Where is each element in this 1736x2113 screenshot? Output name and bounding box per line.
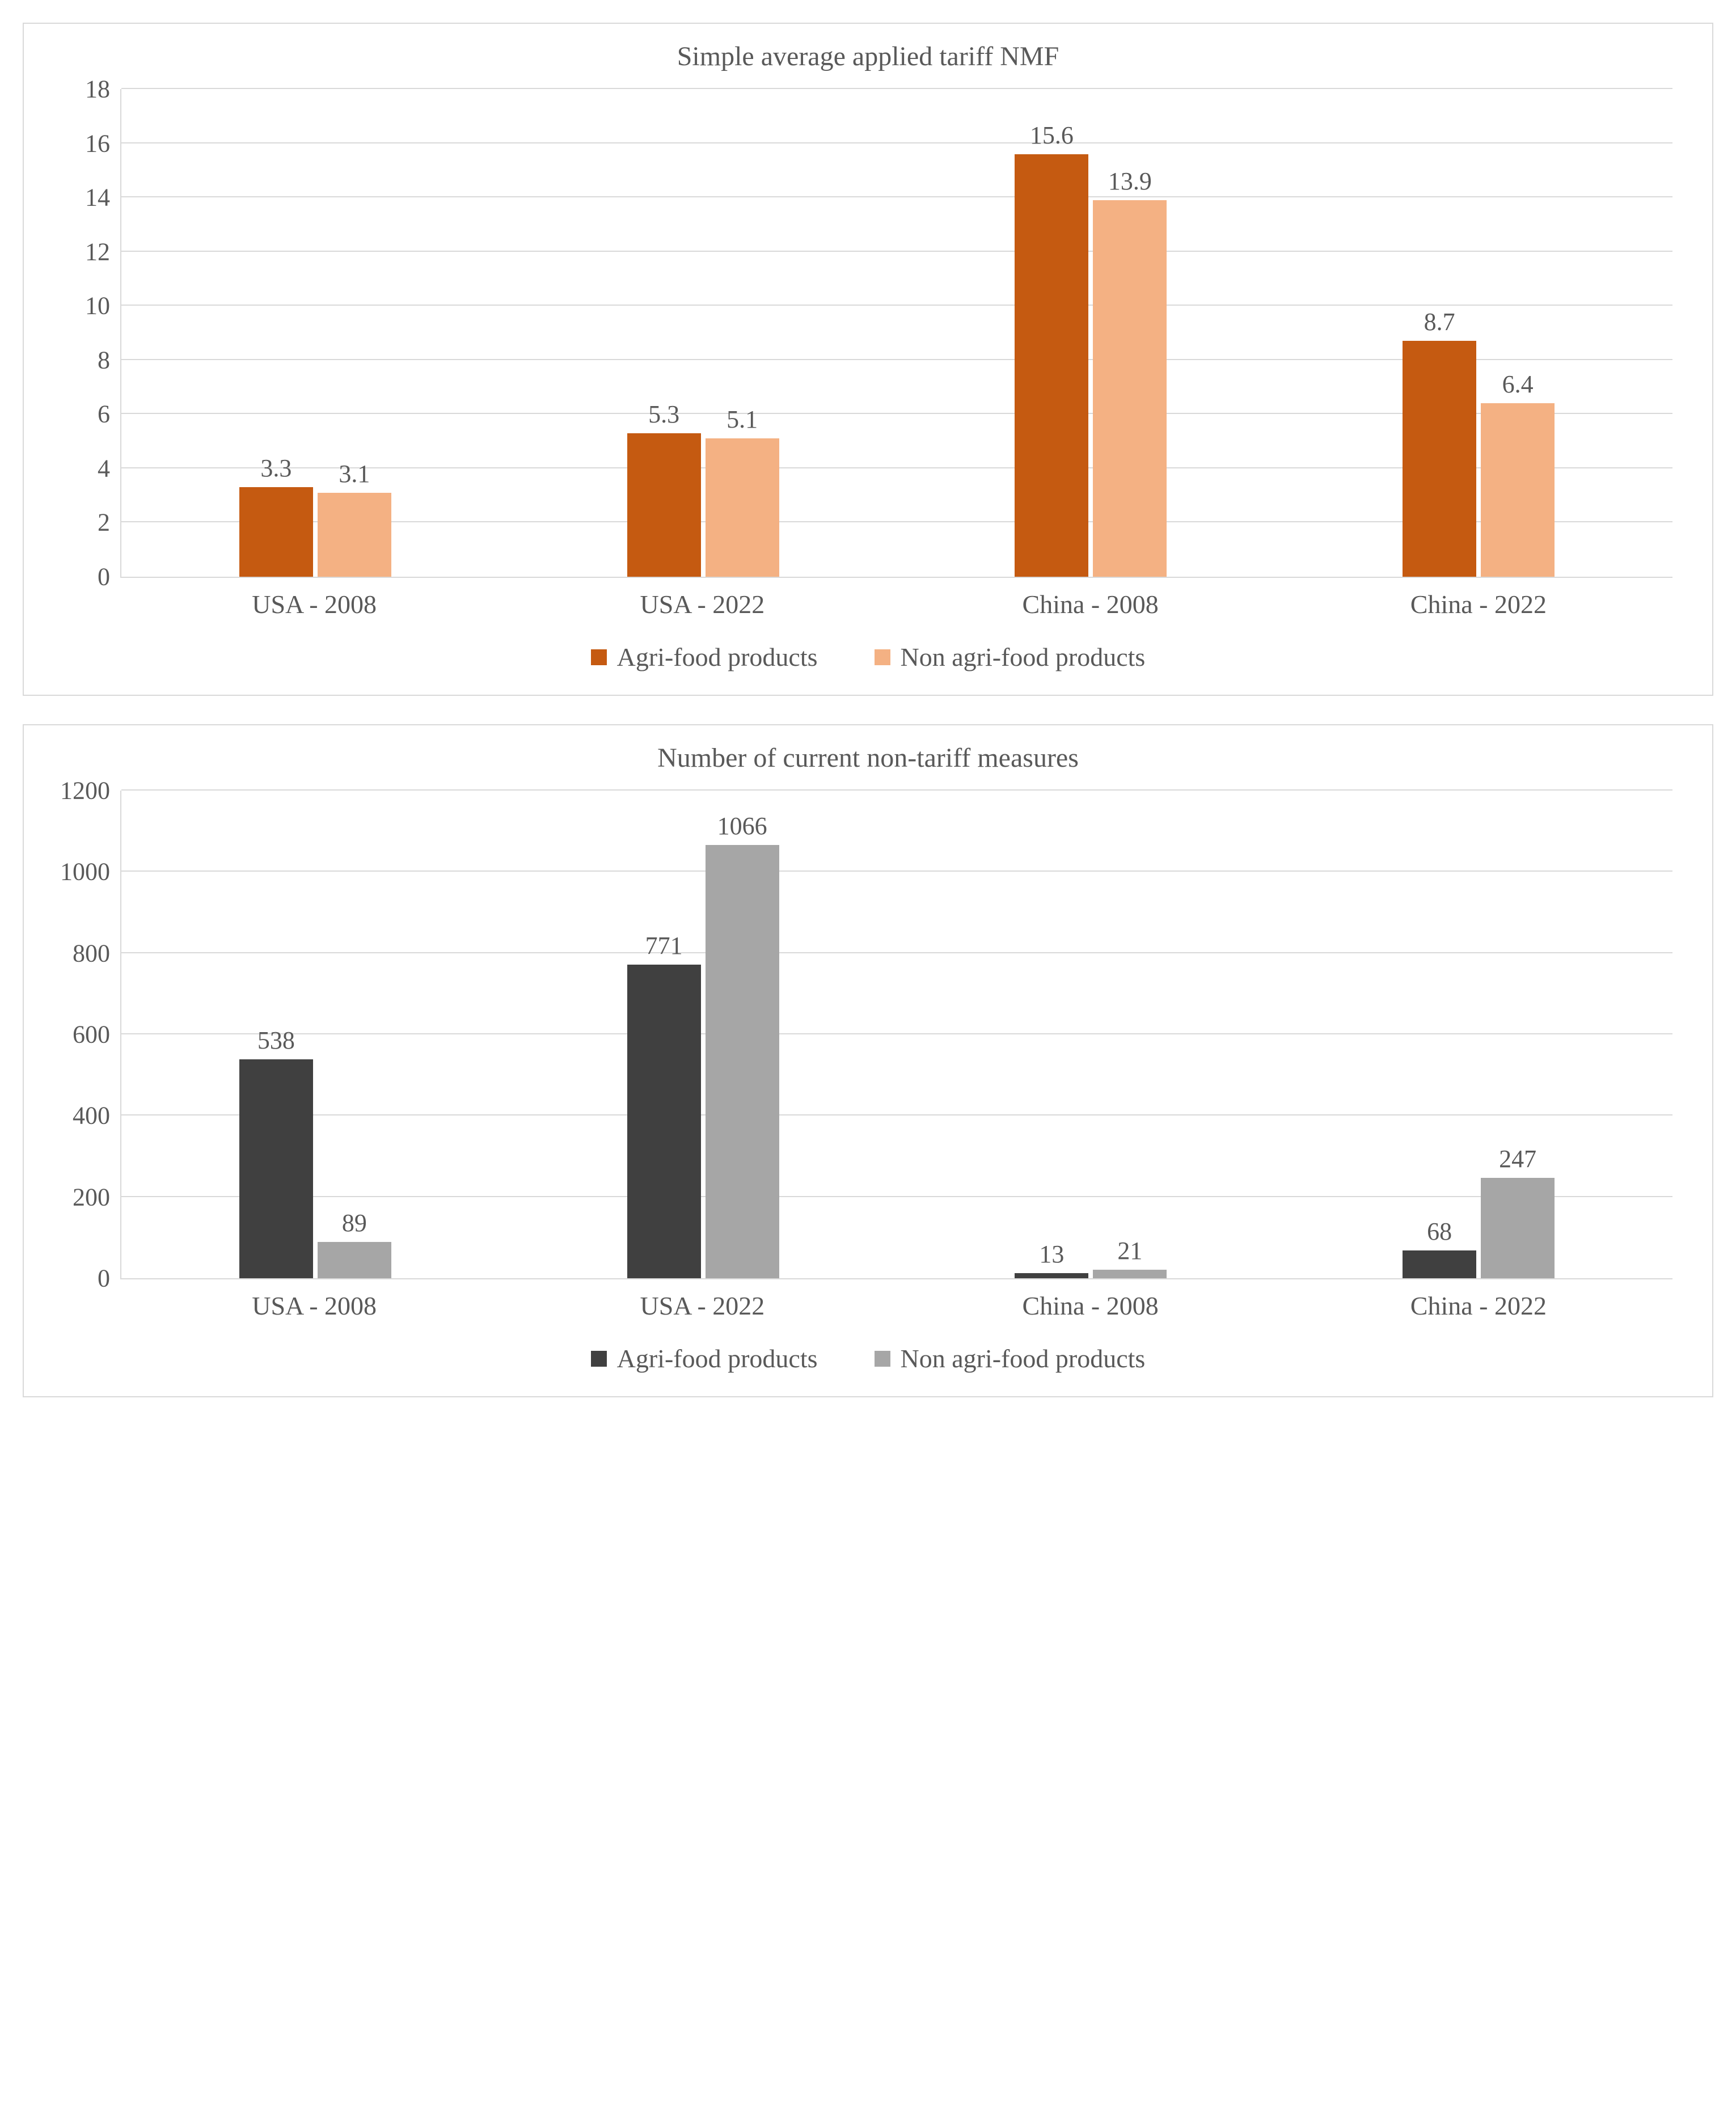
bar: 15.6 [1015,154,1088,577]
x-tick-label: China - 2022 [1285,1291,1672,1321]
y-tick-label: 0 [98,1264,121,1293]
bar-value-label: 8.7 [1424,307,1455,341]
x-tick-label: China - 2008 [897,589,1285,619]
y-tick-label: 10 [85,291,121,320]
bar-group: 68247 [1285,791,1672,1278]
bar: 21 [1093,1270,1167,1278]
y-tick-label: 200 [73,1182,121,1211]
legend: Agri-food products Non agri-food products [52,642,1684,672]
bar-value-label: 771 [645,931,683,965]
bar-value-label: 6.4 [1502,370,1534,403]
bar: 5.1 [706,438,779,577]
bar-group: 53889 [121,791,509,1278]
bar-value-label: 13 [1039,1240,1064,1273]
y-tick-label: 0 [98,563,121,591]
x-axis-labels: USA - 2008USA - 2022China - 2008China - … [120,1291,1672,1321]
y-tick-label: 16 [85,129,121,158]
bar-groups: 538897711066132168247 [121,791,1672,1278]
bar-value-label: 247 [1499,1144,1536,1178]
legend-swatch [875,649,890,665]
y-tick-label: 18 [85,75,121,104]
bar: 68 [1403,1250,1476,1278]
bar: 3.1 [318,493,391,577]
legend-label: Non agri-food products [901,642,1146,672]
y-tick-label: 1200 [60,776,121,805]
y-tick-label: 2 [98,508,121,537]
bar-group: 3.33.1 [121,89,509,577]
legend-swatch [591,1351,607,1367]
legend-swatch [875,1351,890,1367]
bar: 1066 [706,845,779,1278]
x-axis-labels: USA - 2008USA - 2022China - 2008China - … [120,589,1672,619]
bar-group: 7711066 [509,791,897,1278]
bar-value-label: 13.9 [1108,167,1152,200]
x-tick-label: USA - 2022 [508,589,896,619]
y-tick-label: 600 [73,1020,121,1049]
y-tick-label: 4 [98,454,121,483]
bar-groups: 3.33.15.35.115.613.98.76.4 [121,89,1672,577]
bar: 5.3 [627,433,701,577]
bar-value-label: 89 [342,1208,367,1242]
bar: 13.9 [1093,200,1167,577]
bar-value-label: 68 [1427,1217,1452,1250]
bar-group: 8.76.4 [1285,89,1672,577]
x-tick-label: China - 2022 [1285,589,1672,619]
bar-group: 5.35.1 [509,89,897,577]
bar: 6.4 [1481,403,1555,577]
bar: 13 [1015,1273,1088,1278]
plot-area: 0246810121416183.33.15.35.115.613.98.76.… [120,89,1672,578]
bar-value-label: 3.3 [260,454,292,487]
x-tick-label: USA - 2022 [508,1291,896,1321]
bar-value-label: 5.1 [726,405,758,438]
y-tick-label: 400 [73,1101,121,1130]
chart-tariff: Simple average applied tariff NMF 0 2 4 6 8 10… [23,23,1713,696]
x-tick-label: China - 2008 [897,1291,1285,1321]
legend-item: Agri-food products [591,1343,818,1374]
bar-value-label: 15.6 [1030,121,1074,154]
bar: 89 [318,1242,391,1278]
bar: 3.3 [239,487,313,577]
bar-value-label: 3.1 [339,459,370,493]
legend: Agri-food products Non agri-food products [52,1343,1684,1374]
bar: 247 [1481,1178,1555,1278]
bar-value-label: 5.3 [648,400,679,433]
bar: 8.7 [1403,341,1476,577]
y-tick-label: 800 [73,939,121,967]
x-tick-label: USA - 2008 [120,1291,508,1321]
bar-group: 15.613.9 [897,89,1285,577]
plot-area: 0200400600800100012005388977110661321682… [120,791,1672,1279]
bar: 771 [627,965,701,1278]
bar-value-label: 1066 [717,812,767,845]
chart-ntm: Number of current non-tariff measures 0 20… [23,724,1713,1397]
y-tick-label: 6 [98,400,121,429]
legend-label: Agri-food products [617,642,818,672]
legend-label: Non agri-food products [901,1343,1146,1374]
y-tick-label: 14 [85,183,121,212]
chart-title: Simple average applied tariff NMF [52,41,1684,72]
bar: 538 [239,1059,313,1278]
x-tick-label: USA - 2008 [120,589,508,619]
y-tick-label: 8 [98,345,121,374]
bar-value-label: 538 [257,1026,295,1059]
bar-value-label: 21 [1117,1236,1142,1270]
legend-item: Non agri-food products [875,1343,1146,1374]
bar-group: 13 21 [897,791,1285,1278]
y-tick-label: 12 [85,237,121,266]
legend-item: Non agri-food products [875,642,1146,672]
legend-item: Agri-food products [591,642,818,672]
chart-title: Number of current non-tariff measures [52,742,1684,774]
y-tick-label: 1000 [60,857,121,886]
legend-swatch [591,649,607,665]
legend-label: Agri-food products [617,1343,818,1374]
